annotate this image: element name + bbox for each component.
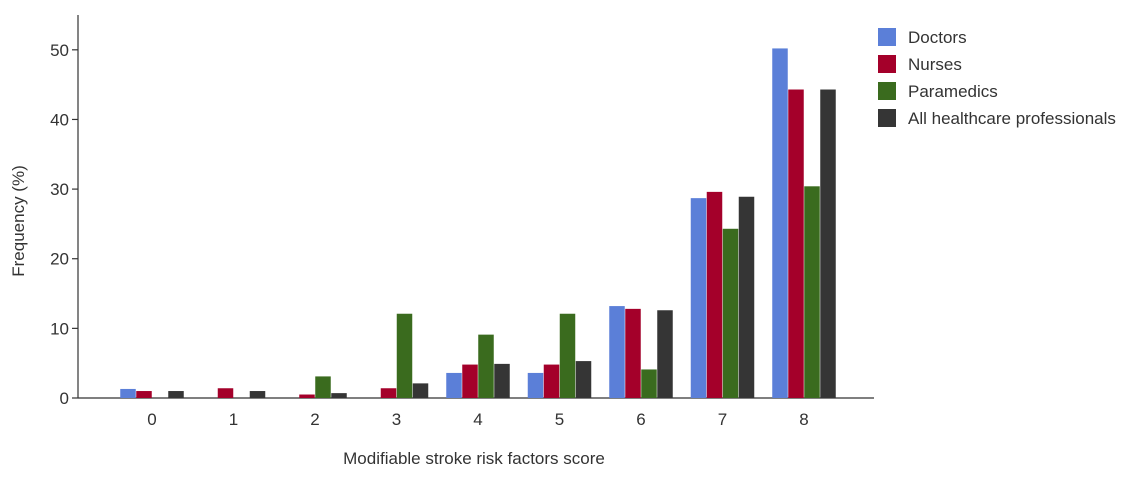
bar-doctors-7	[690, 198, 707, 398]
legend-swatch	[878, 109, 896, 127]
legend-label: All healthcare professionals	[908, 109, 1116, 128]
legend-label: Nurses	[908, 55, 962, 74]
y-tick-label: 10	[50, 319, 69, 338]
y-axis-label: Frequency (%)	[9, 165, 28, 276]
x-tick-label: 0	[147, 410, 156, 429]
bar-paramedics-6	[641, 369, 657, 398]
x-tick-label: 1	[229, 410, 238, 429]
bar-nurses-4	[462, 364, 478, 398]
bar-nurses-8	[788, 89, 804, 398]
bars	[120, 48, 836, 399]
x-axis-label: Modifiable stroke risk factors score	[343, 449, 605, 468]
y-tick-label: 50	[50, 41, 69, 60]
bar-doctors-5	[527, 372, 544, 398]
bar-all-healthcare-professionals-7	[738, 196, 755, 398]
legend-swatch	[878, 55, 896, 73]
x-tick-label: 5	[555, 410, 564, 429]
bar-all-healthcare-professionals-1	[249, 391, 266, 398]
bar-paramedics-5	[559, 313, 576, 398]
x-tick-label: 2	[310, 410, 319, 429]
legend-label: Doctors	[908, 28, 967, 47]
x-tick-label: 7	[718, 410, 727, 429]
bar-all-healthcare-professionals-6	[657, 310, 673, 398]
x-tick-label: 3	[392, 410, 401, 429]
bar-paramedics-4	[478, 334, 494, 398]
legend-swatch	[878, 82, 896, 100]
y-tick-label: 30	[50, 180, 69, 199]
bar-nurses-6	[625, 308, 641, 398]
bar-all-healthcare-professionals-4	[494, 363, 510, 398]
y-tick-label: 40	[50, 110, 69, 129]
bar-nurses-7	[706, 191, 723, 398]
bar-nurses-5	[543, 364, 560, 398]
bar-doctors-0	[120, 388, 136, 398]
bar-all-healthcare-professionals-3	[412, 383, 429, 398]
legend-swatch	[878, 28, 896, 46]
bar-paramedics-8	[804, 186, 820, 398]
x-tick-label: 6	[636, 410, 645, 429]
bar-nurses-2	[299, 394, 315, 398]
bar-paramedics-7	[722, 228, 739, 398]
bar-nurses-3	[380, 388, 397, 398]
y-tick-label: 20	[50, 250, 69, 269]
bar-doctors-4	[446, 372, 462, 398]
y-tick-label: 0	[60, 389, 69, 408]
bar-paramedics-3	[396, 313, 413, 398]
bar-nurses-1	[217, 388, 234, 398]
bar-all-healthcare-professionals-8	[820, 89, 836, 398]
bar-paramedics-2	[315, 376, 331, 398]
axes: 0 10 20 30 40 50 0 1 2 3 4 5 6 7 8	[50, 15, 874, 429]
x-tick-label: 8	[799, 410, 808, 429]
bar-doctors-6	[609, 306, 625, 398]
bar-doctors-8	[772, 48, 788, 399]
x-tick-label: 4	[473, 410, 482, 429]
bar-all-healthcare-professionals-0	[168, 391, 184, 398]
bar-all-healthcare-professionals-2	[331, 393, 347, 398]
bar-all-healthcare-professionals-5	[575, 361, 592, 398]
bar-nurses-0	[136, 391, 152, 398]
legend: Doctors Nurses Paramedics All healthcare pr…	[878, 28, 1116, 128]
legend-label: Paramedics	[908, 82, 998, 101]
